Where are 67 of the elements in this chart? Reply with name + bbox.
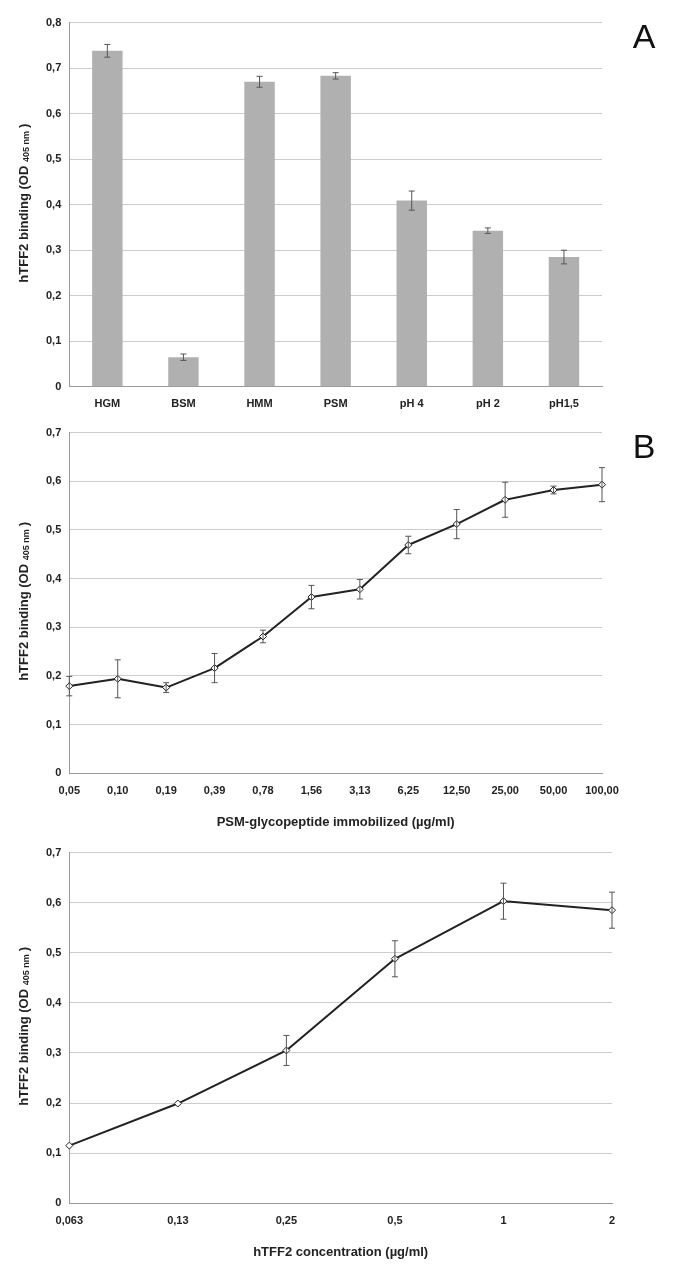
- bar: [168, 357, 199, 387]
- x-tick-label: 1: [500, 1213, 507, 1226]
- y-axis-title: hTFF2 binding (OD 405 nm): [15, 521, 32, 681]
- y-tick-label: 0,7: [45, 845, 62, 858]
- y-tick-label: 0,4: [45, 995, 63, 1008]
- y-tick-label: 0,6: [45, 895, 62, 908]
- x-tick-label: 0,5: [387, 1213, 403, 1226]
- y-tick-label: 0,2: [45, 668, 62, 681]
- y-tick-label: 0,5: [45, 522, 62, 535]
- x-tick-label: HMM: [246, 397, 273, 410]
- x-tick-label: PSM: [323, 397, 348, 410]
- y-tick-label: 0: [55, 766, 62, 779]
- y-tick-label: 0: [55, 1196, 62, 1209]
- x-tick-label: 0,13: [167, 1213, 189, 1226]
- point: [65, 682, 74, 691]
- y-tick-label: 0,3: [45, 243, 62, 256]
- x-tick-label: 0,78: [252, 783, 274, 796]
- y-tick-label: 0,4: [45, 197, 63, 210]
- y-tick-label: 0,1: [45, 717, 62, 730]
- bar: [320, 75, 351, 387]
- x-tick-label: 100,00: [585, 783, 619, 796]
- point: [65, 1141, 74, 1150]
- x-tick-label: 3,13: [349, 783, 371, 796]
- x-tick-label: BSM: [171, 397, 196, 410]
- y-tick-label: 0,7: [45, 425, 62, 438]
- x-tick-label: 0,25: [275, 1213, 298, 1226]
- y-tick-label: 0,1: [45, 1146, 62, 1159]
- y-tick-label: 0,3: [45, 1045, 62, 1058]
- y-tick-label: 0,4: [45, 571, 63, 584]
- bar: [472, 230, 504, 387]
- x-tick-label: 0,39: [203, 783, 226, 796]
- x-tick-label: 2: [608, 1213, 616, 1226]
- x-tick-label: 0,10: [107, 783, 129, 796]
- y-axis-title: hTFF2 binding (OD 405 nm): [15, 946, 32, 1106]
- y-tick-label: 0,5: [45, 152, 62, 165]
- y-tick-label: 0: [55, 379, 62, 392]
- x-tick-label: pH 2: [475, 397, 500, 410]
- x-tick-label: 1,56: [300, 783, 323, 796]
- y-tick-label: 0,2: [45, 1096, 62, 1109]
- x-axis-title: hTFF2 concentration (µg/ml): [253, 1243, 429, 1259]
- x-tick-label: 50,00: [539, 783, 568, 796]
- x-tick-label: pH 4: [399, 397, 425, 410]
- y-tick-label: 0,3: [45, 620, 62, 633]
- x-tick-label: 6,25: [397, 783, 419, 796]
- y-tick-label: 0,1: [45, 334, 62, 347]
- x-axis-title: PSM-glycopeptide immobilized (µg/ml): [216, 813, 455, 829]
- x-tick-label: 0,05: [58, 783, 80, 796]
- bar: [244, 81, 275, 387]
- x-tick-label: 0,063: [55, 1213, 84, 1226]
- y-tick-label: 0,7: [45, 61, 62, 74]
- x-tick-label: HGM: [94, 397, 121, 410]
- text: A: [632, 17, 656, 56]
- y-tick-label: 0,5: [45, 945, 62, 958]
- bar: [548, 257, 580, 387]
- x-tick-label: 0,19: [155, 783, 177, 796]
- bar: [396, 200, 427, 387]
- point: [173, 1099, 182, 1108]
- y-tick-label: 0,2: [45, 288, 62, 301]
- y-axis-title: hTFF2 binding (OD 405 nm): [15, 123, 32, 283]
- y-tick-label: 0,6: [45, 474, 62, 487]
- bar: [92, 50, 123, 387]
- y-tick-label: 0,6: [45, 106, 62, 119]
- x-tick-label: pH1,5: [548, 397, 579, 410]
- text: B: [632, 427, 656, 466]
- x-tick-label: 12,50: [442, 783, 471, 796]
- y-tick-label: 0,8: [45, 15, 62, 28]
- x-tick-label: 25,00: [491, 783, 519, 796]
